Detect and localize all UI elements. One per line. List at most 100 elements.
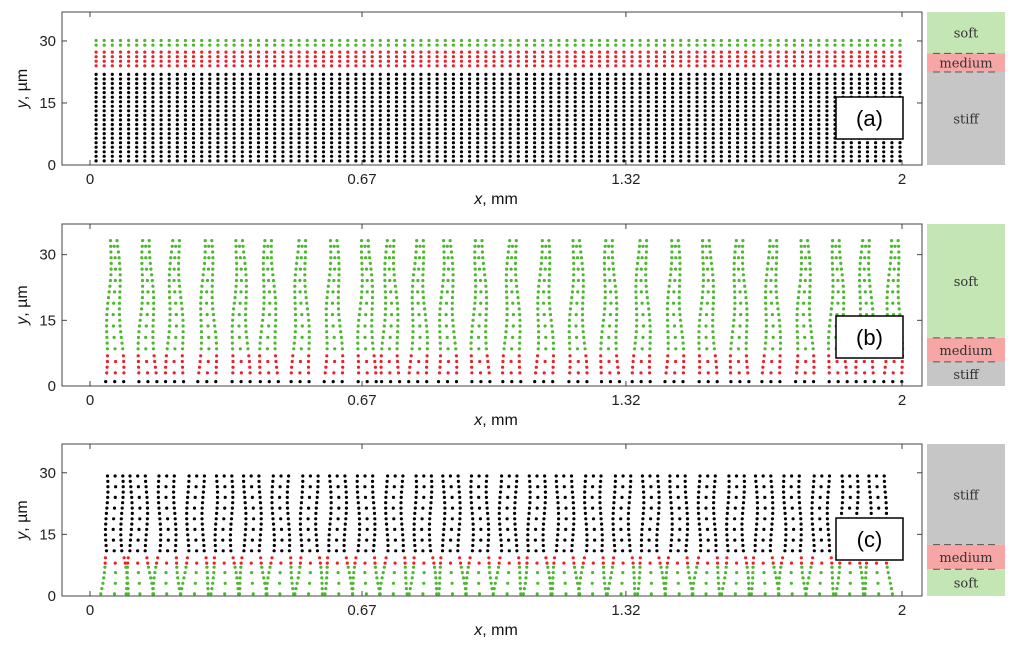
data-point <box>297 141 301 145</box>
data-point <box>194 538 198 542</box>
data-point <box>677 290 681 294</box>
data-point <box>662 64 667 68</box>
data-point <box>421 284 425 288</box>
data-point <box>102 81 106 86</box>
data-point <box>383 273 387 277</box>
data-point <box>174 335 178 339</box>
data-point <box>472 313 476 317</box>
data-point <box>183 150 187 154</box>
data-point <box>874 59 878 63</box>
data-point <box>727 86 732 90</box>
data-point <box>760 127 764 131</box>
data-point <box>403 109 407 113</box>
data-point <box>536 307 540 311</box>
data-point <box>500 50 504 54</box>
data-point <box>597 64 602 68</box>
data-point <box>760 55 764 59</box>
data-point <box>143 72 147 76</box>
data-point <box>671 122 675 127</box>
data-point <box>110 50 114 54</box>
data-point <box>451 132 455 136</box>
data-point <box>606 72 610 76</box>
data-point <box>484 324 488 328</box>
data-point <box>516 132 520 136</box>
data-point <box>597 150 602 154</box>
data-point <box>516 86 520 90</box>
data-point <box>679 86 683 90</box>
data-point <box>745 359 749 364</box>
data-point <box>393 284 397 288</box>
data-point <box>201 533 205 537</box>
data-point <box>679 324 683 328</box>
data-point <box>752 86 756 90</box>
data-point <box>671 43 675 47</box>
data-point <box>262 284 266 288</box>
data-point <box>214 371 218 375</box>
data-point <box>654 38 659 43</box>
data-point <box>110 81 114 86</box>
data-point <box>603 244 607 248</box>
data-point <box>809 154 813 158</box>
data-point <box>351 592 355 596</box>
data-point <box>411 77 415 81</box>
data-point <box>638 239 642 243</box>
data-point <box>533 109 537 113</box>
data-point <box>435 113 439 117</box>
data-point <box>382 324 386 328</box>
data-point <box>316 479 320 483</box>
data-point <box>102 132 106 136</box>
data-point <box>140 296 144 300</box>
data-point <box>372 538 376 542</box>
data-point <box>224 141 228 145</box>
data-point <box>841 284 845 288</box>
data-point <box>841 141 845 145</box>
data-point <box>615 301 619 305</box>
data-point <box>459 55 464 59</box>
data-point <box>146 380 150 384</box>
data-point <box>704 335 708 339</box>
data-point <box>809 150 813 154</box>
data-point <box>419 86 423 90</box>
data-point <box>507 244 511 248</box>
data-point <box>265 154 269 158</box>
data-point <box>654 91 659 95</box>
data-point <box>468 100 472 104</box>
data-point <box>127 118 131 122</box>
data-point <box>102 77 106 81</box>
data-point <box>897 301 901 305</box>
data-point <box>213 527 217 532</box>
data-point <box>164 365 168 369</box>
data-point <box>371 474 375 478</box>
data-point <box>597 136 602 140</box>
data-point <box>281 77 285 81</box>
data-point <box>701 284 705 288</box>
data-point <box>711 81 715 86</box>
data-point <box>274 301 278 305</box>
data-point <box>327 533 331 537</box>
data-point <box>817 64 821 68</box>
data-point <box>736 127 740 131</box>
data-point <box>422 561 426 565</box>
data-point <box>191 118 196 122</box>
data-point <box>436 380 441 384</box>
data-point <box>174 533 178 537</box>
data-point <box>500 127 504 131</box>
data-point <box>614 335 618 339</box>
data-point <box>327 538 331 542</box>
data-point <box>202 474 206 478</box>
data-point <box>776 136 780 140</box>
data-point <box>865 154 870 158</box>
data-point <box>354 81 358 86</box>
data-point <box>308 561 312 565</box>
data-point <box>186 538 190 542</box>
data-point <box>549 72 553 76</box>
data-point <box>797 290 801 294</box>
data-point <box>289 104 293 108</box>
data-point <box>179 296 183 300</box>
data-point <box>557 113 561 117</box>
data-point <box>370 55 374 59</box>
data-point <box>388 244 392 248</box>
data-point <box>533 150 537 154</box>
data-point <box>443 132 447 136</box>
data-point <box>500 154 504 158</box>
